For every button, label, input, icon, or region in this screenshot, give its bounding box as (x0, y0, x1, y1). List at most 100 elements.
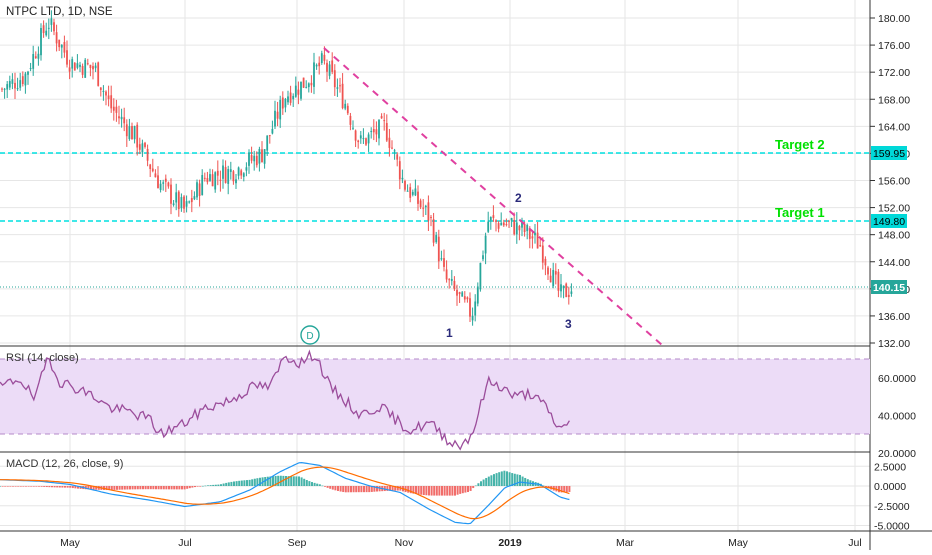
price-tick-label: 168.00 (878, 94, 910, 106)
target1-label[interactable]: Target 1 (775, 205, 825, 220)
macd-histogram-bar (45, 486, 48, 488)
macd-histogram-bar (14, 486, 17, 487)
price-tick-label: 156.00 (878, 176, 910, 188)
rsi-axis[interactable]: 60.0000 40.0000 20.0000 (878, 373, 916, 460)
macd-histogram-bar (519, 474, 521, 486)
macd-histogram-bar (121, 486, 124, 490)
macd-histogram-bar (357, 486, 360, 493)
candle-body (110, 95, 113, 109)
macd-histogram-bar (500, 471, 503, 486)
candle-body (528, 228, 531, 239)
macd-histogram-bar (508, 472, 511, 486)
candle-body (424, 205, 427, 208)
target2-price-tag-text: 159.95 (873, 148, 905, 160)
target2-price-tag: 159.95 (871, 146, 907, 160)
candle-body (534, 232, 536, 236)
grid-lines (0, 0, 870, 531)
macd-histogram-bar (430, 486, 433, 496)
macd-histogram-bar (352, 486, 355, 493)
macd-histogram-bar (168, 486, 170, 490)
candle-body (151, 168, 154, 172)
macd-histogram-bar (35, 486, 38, 487)
macd-histogram-bar (149, 486, 152, 490)
macd-histogram-bar (568, 486, 571, 492)
dividend-marker[interactable]: D (300, 325, 320, 345)
macd-histogram-bar (51, 486, 53, 488)
candle-body (206, 178, 209, 183)
macd-histogram-bar (329, 486, 332, 489)
macd-histogram-bar (368, 486, 371, 493)
macd-histogram-bar (220, 484, 222, 486)
macd-histogram-bar (162, 486, 165, 490)
macd-histogram-bar (38, 486, 40, 487)
candle-body (547, 267, 549, 275)
candle-body (175, 192, 178, 203)
candle-body (469, 298, 471, 317)
macd-histogram-bar (95, 486, 98, 490)
candle-body (258, 148, 261, 164)
macd-histogram-bar (266, 476, 269, 486)
candle-body (443, 258, 445, 267)
candle-body (255, 155, 258, 166)
macd-histogram-bar (71, 486, 74, 489)
candle-body (497, 223, 500, 229)
macd-histogram-bar (25, 486, 27, 487)
candle-body (232, 171, 235, 182)
candle-body (396, 154, 399, 160)
candle-body (554, 271, 557, 275)
target1-price-tag-text: 149.80 (873, 216, 905, 228)
candle-body (479, 262, 482, 290)
candle-body (331, 60, 334, 72)
candle-body (6, 84, 9, 90)
macd-axis[interactable]: 2.5000 0.0000 -2.5000 -5.0000 (874, 461, 910, 532)
macd-histogram-bar (451, 486, 454, 496)
candle-body (266, 135, 269, 151)
price-tick-label: 164.00 (878, 121, 910, 133)
time-axis-label: Nov (395, 537, 414, 549)
candle-body (248, 153, 250, 166)
candle-body (352, 127, 354, 129)
macd-histogram-bar (56, 486, 59, 488)
candle-body (313, 62, 315, 87)
macd-histogram-bar (116, 486, 118, 490)
macd-histogram-bar (136, 486, 139, 490)
candle-body (341, 83, 344, 109)
last-price-tag-text: 140.15 (873, 282, 905, 294)
candle-body (300, 81, 302, 99)
time-axis[interactable]: May Jul Sep Nov 2019 Mar May Jul (60, 537, 862, 549)
macd-histogram-bar (373, 486, 376, 492)
price-tick-label: 176.00 (878, 40, 910, 52)
candle-body (263, 149, 266, 164)
macd-histogram-bar (212, 484, 215, 486)
macd-histogram-bar (560, 486, 563, 493)
macd-histogram-bar (422, 486, 425, 496)
macd-histogram-bar (360, 486, 363, 493)
macd-histogram-bar (417, 486, 420, 495)
macd-histogram-bar (305, 480, 308, 486)
candle-body (58, 39, 61, 48)
candle-body (513, 220, 516, 235)
macd-tick-label: 0.0000 (874, 481, 906, 493)
macd-histogram-bar (493, 474, 495, 486)
candle-body (261, 149, 263, 163)
macd-histogram-bar (66, 486, 69, 488)
macd-histogram-bar (217, 484, 220, 486)
macd-histogram-bar (129, 486, 131, 490)
macd-histogram-bar (420, 486, 423, 495)
downtrend-line[interactable] (323, 47, 663, 346)
macd-histogram-bar (503, 470, 506, 486)
candle-body (188, 201, 191, 203)
macd-histogram-bar (409, 486, 412, 494)
macd-histogram-bar (22, 486, 25, 487)
candle-body (287, 96, 289, 103)
time-axis-label: May (60, 537, 81, 549)
wave-label-2: 2 (515, 191, 522, 205)
target2-label[interactable]: Target 2 (775, 137, 825, 152)
macd-histogram-bar (9, 486, 12, 487)
rsi-line (0, 349, 570, 451)
macd-histogram-bar (253, 478, 256, 486)
candle-body (422, 207, 425, 209)
price-axis[interactable]: 180.00176.00172.00168.00164.00160.00156.… (870, 13, 910, 350)
candle-body (193, 196, 196, 200)
